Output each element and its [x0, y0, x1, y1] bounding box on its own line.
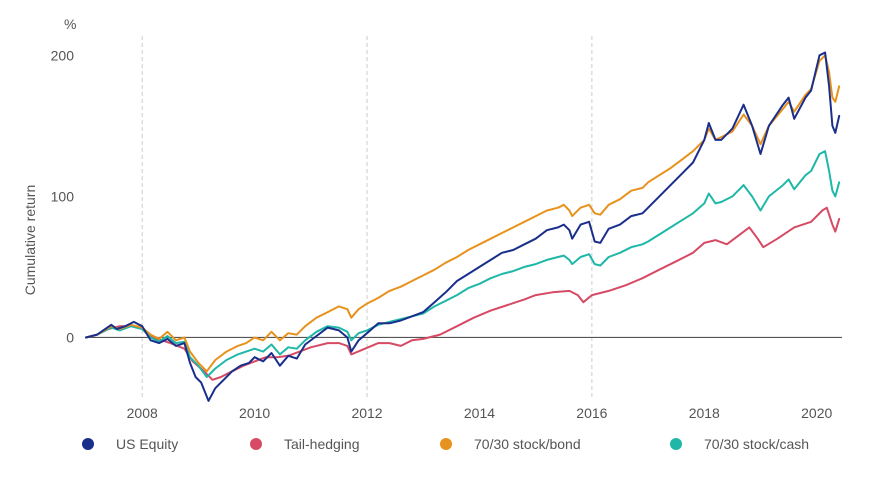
y-tick-label: 0	[66, 329, 74, 345]
y-unit-label: %	[64, 16, 76, 32]
legend: US Equity Tail-hedging 70/30 stock/bond …	[0, 436, 871, 460]
series-line-tail-hedging	[85, 206, 841, 381]
x-tick-label: 2008	[127, 405, 158, 421]
x-tick-label: 2018	[689, 405, 720, 421]
x-tick-label: 2012	[351, 405, 382, 421]
legend-item-us-equity[interactable]: US Equity	[82, 436, 178, 452]
legend-dot-icon	[82, 438, 94, 450]
legend-label: 70/30 stock/bond	[474, 436, 581, 452]
x-tick-label: 2010	[239, 405, 270, 421]
legend-dot-icon	[250, 438, 262, 450]
series-line-70-30-stock-cash	[85, 150, 841, 378]
x-tick-label: 2020	[801, 405, 832, 421]
series-line-70-30-stock-bond	[85, 54, 841, 373]
x-axis-ticks: 2008 2010 2012 2014 2016 2018 2020	[127, 405, 833, 421]
legend-item-stock-bond[interactable]: 70/30 stock/bond	[440, 436, 581, 452]
y-axis-title: Cumulative return	[22, 185, 38, 296]
legend-dot-icon	[670, 438, 682, 450]
x-tick-label: 2014	[464, 405, 495, 421]
legend-label: Tail-hedging	[284, 436, 360, 452]
gridlines	[141, 36, 593, 400]
series-layer	[85, 51, 841, 402]
y-tick-label: 200	[51, 47, 75, 63]
y-tick-label: 100	[51, 188, 75, 204]
y-axis-ticks: 0 100 200	[51, 47, 75, 345]
legend-label: 70/30 stock/cash	[704, 436, 810, 452]
legend-label: US Equity	[116, 436, 179, 452]
line-chart: 0 100 200 2008 2010 2012 2014 2016 2018 2020 % C…	[22, 16, 842, 421]
legend-dot-icon	[440, 438, 452, 450]
legend-item-tail-hedging[interactable]: Tail-hedging	[250, 436, 360, 452]
legend-item-stock-cash[interactable]: 70/30 stock/cash	[670, 436, 809, 452]
series-line-us-equity	[85, 51, 841, 402]
x-tick-label: 2016	[576, 405, 607, 421]
